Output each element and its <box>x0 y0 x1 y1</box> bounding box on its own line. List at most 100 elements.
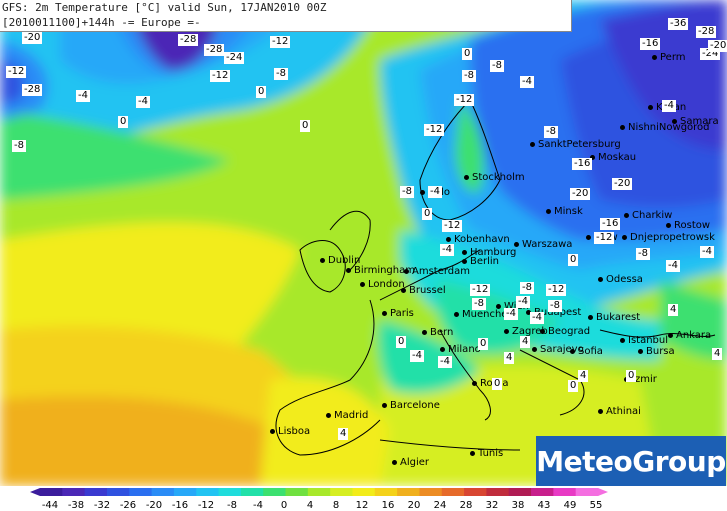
isotherm-label: -12 <box>6 66 27 78</box>
city-marker <box>514 241 519 247</box>
city-label: Tunis <box>478 448 504 459</box>
city-budapest: Budapest <box>526 307 581 318</box>
legend-swatch <box>151 488 175 496</box>
isotherm-label: -4 <box>410 350 424 362</box>
isotherm-label: -4 <box>428 186 442 198</box>
isotherm-label: -28 <box>22 84 43 96</box>
isotherm-label: 0 <box>626 370 637 382</box>
isotherm-label: 4 <box>578 370 589 382</box>
city-marker <box>401 287 406 293</box>
isotherm-label: -12 <box>594 232 615 244</box>
legend-swatch <box>129 488 153 496</box>
isotherm-label: 0 <box>568 254 579 266</box>
city-label: Samara <box>680 116 719 127</box>
isotherm-label: -16 <box>600 218 621 230</box>
legend-tick-label: -38 <box>68 500 84 511</box>
isotherm-label: 0 <box>300 120 311 132</box>
legend-tick-label: 4 <box>307 500 313 511</box>
city-marker <box>382 402 387 408</box>
city-madrid: Madrid <box>326 410 368 421</box>
legend-swatch <box>62 488 86 496</box>
city-marker <box>392 459 397 465</box>
city-stockholm: Stockholm <box>464 172 525 183</box>
isotherm-label: 0 <box>492 378 503 390</box>
city-label: Stockholm <box>472 172 525 183</box>
legend-tick-label: 43 <box>538 500 551 511</box>
city-athinai: Athinai <box>598 406 641 417</box>
legend-swatch <box>397 488 420 496</box>
city-marker <box>624 212 629 218</box>
isotherm-label: 4 <box>504 352 515 364</box>
legend-tick-label: 49 <box>564 500 577 511</box>
legend-swatch <box>508 488 532 496</box>
isotherm-label: -4 <box>516 296 530 308</box>
legend-tick-label: 28 <box>460 500 473 511</box>
isotherm-label: -28 <box>178 34 199 46</box>
isotherm-label: -12 <box>424 124 445 136</box>
city-marker <box>620 337 625 343</box>
isotherm-label: 0 <box>396 336 407 348</box>
legend-tick-label: 20 <box>408 500 421 511</box>
isotherm-label: -8 <box>490 60 504 72</box>
city-marker <box>672 118 677 124</box>
city-beograd: Beograd <box>540 326 590 337</box>
city-bursa: Bursa <box>638 346 675 357</box>
legend-arrow-right <box>598 488 608 496</box>
city-label: Ankara <box>676 330 712 341</box>
city-nishninowgorod: NishniNowgorod <box>620 122 710 133</box>
legend-tick-label: -16 <box>172 500 188 511</box>
legend-swatch <box>218 488 242 496</box>
isotherm-label: -8 <box>544 126 558 138</box>
city-label: Berlin <box>470 256 500 267</box>
city-marker <box>422 329 427 335</box>
city-marker <box>462 249 467 255</box>
legend-swatch <box>240 488 264 496</box>
isotherm-label: -8 <box>548 300 562 312</box>
city-label: Istanbul <box>628 335 669 346</box>
city-samara: Samara <box>672 116 719 127</box>
city-bukarest: Bukarest <box>588 312 640 323</box>
isotherm-label: -28 <box>204 44 225 56</box>
isotherm-label: -12 <box>454 94 475 106</box>
legend-swatch <box>464 488 487 496</box>
isotherm-label: 0 <box>462 48 473 60</box>
city-marker <box>598 408 603 414</box>
isotherm-label: -4 <box>76 90 90 102</box>
city-marker <box>638 348 643 354</box>
city-label: Bukarest <box>596 312 641 323</box>
legend-swatch <box>531 488 554 496</box>
legend-swatch <box>441 488 465 496</box>
city-muenchen: Muenchen <box>454 309 514 320</box>
isotherm-label: -28 <box>696 26 717 38</box>
isotherm-label: -20 <box>708 40 727 52</box>
isotherm-label: -20 <box>570 188 591 200</box>
city-minsk: Minsk <box>546 206 583 217</box>
city-algier: Algier <box>392 457 429 468</box>
city-marker <box>504 328 509 334</box>
legend-tick-label: 55 <box>590 500 603 511</box>
isotherm-label: -20 <box>612 178 633 190</box>
city-label: Dublin <box>328 255 361 266</box>
city-paris: Paris <box>382 308 414 319</box>
legend-tick-label: 24 <box>434 500 447 511</box>
city-label: Amsterdam <box>412 266 471 277</box>
legend-tick-label: 38 <box>512 500 525 511</box>
temperature-map: PermKazanSamaraNishniNowgorodSanktPeters… <box>0 0 727 486</box>
city-tunis: Tunis <box>470 448 503 459</box>
city-marker <box>526 309 531 315</box>
legend-tick-label: -8 <box>227 500 237 511</box>
city-dnjepropetrowsk: Dnjepropetrowsk <box>622 232 715 243</box>
legend-swatch <box>486 488 510 496</box>
city-marker <box>464 174 469 180</box>
legend-tick-label: -4 <box>253 500 263 511</box>
city-label: Zagreb <box>512 326 548 337</box>
legend-swatch <box>84 488 108 496</box>
meteogroup-logo: MeteoGroup <box>536 436 726 486</box>
city-roma: Roma <box>472 378 509 389</box>
city-marker <box>666 222 671 228</box>
city-label: Milano <box>448 344 481 355</box>
city-label: Rostow <box>674 220 711 231</box>
city-label: Sofia <box>578 346 603 357</box>
city-london: London <box>360 279 405 290</box>
isotherm-label: -12 <box>470 284 491 296</box>
